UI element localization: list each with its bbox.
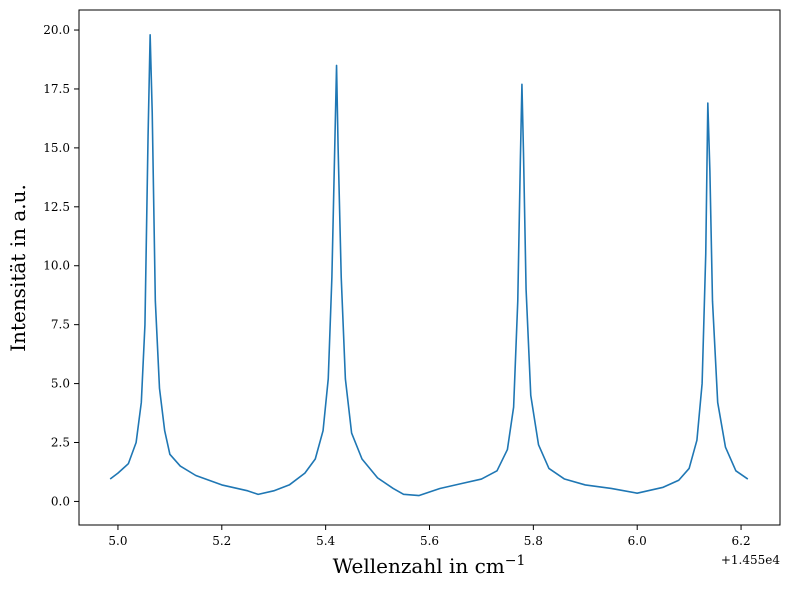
intensity-series-line: [109, 33, 749, 497]
y-tick-label: 12.5: [43, 200, 70, 214]
x-tick-label: 5.2: [212, 534, 231, 548]
y-tick-label: 2.5: [51, 436, 70, 450]
x-offset-label: +1.455e4: [721, 553, 781, 567]
y-axis-title: Intensität in a.u.: [6, 184, 30, 352]
x-tick-label: 5.4: [316, 534, 335, 548]
y-tick-label: 20.0: [43, 23, 70, 37]
y-tick-label: 10.0: [43, 259, 70, 273]
x-axis-title: Wellenzahl in cm−1: [333, 553, 526, 578]
plot-frame: [78, 9, 781, 526]
x-tick-label: 5.8: [524, 534, 543, 548]
x-tick-label: 6.2: [732, 534, 751, 548]
x-tick-label: 6.0: [628, 534, 647, 548]
y-tick-label: 7.5: [51, 318, 70, 332]
plot-area: [79, 10, 780, 525]
x-axis-title-superscript: −1: [505, 553, 526, 569]
y-tick-label: 5.0: [51, 377, 70, 391]
x-tick-label: 5.0: [108, 534, 127, 548]
y-tick-label: 0.0: [51, 494, 70, 508]
x-axis-title-text: Wellenzahl in cm: [333, 554, 505, 578]
x-axis-ticks: 5.0 5.2 5.4 5.6 5.8 6.0 6.2: [108, 525, 751, 548]
y-tick-label: 15.0: [43, 141, 70, 155]
y-tick-label: 17.5: [43, 82, 70, 96]
y-axis-ticks: 0.0 2.5 5.0 7.5 10.0 12.5 15.0 17.5 20.0: [43, 23, 79, 508]
x-tick-label: 5.6: [420, 534, 439, 548]
